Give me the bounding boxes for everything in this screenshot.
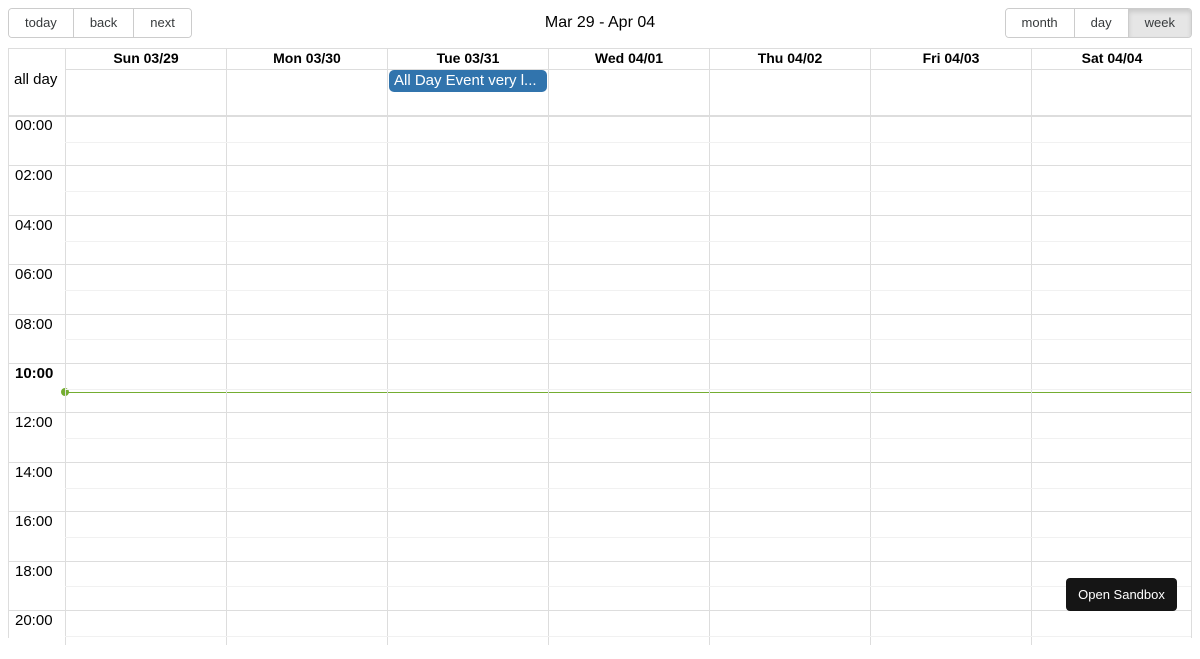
all-day-cell[interactable]: [548, 69, 709, 115]
day-column[interactable]: [548, 117, 709, 645]
time-slot-row: 00:00: [9, 116, 1191, 165]
day-header[interactable]: Sat 04/04: [1031, 49, 1192, 69]
time-label: 18:00: [15, 562, 53, 580]
day-column[interactable]: [226, 117, 387, 645]
day-header[interactable]: Fri 04/03: [870, 49, 1031, 69]
view-button-group: month day week: [1004, 8, 1192, 38]
half-slot-line: [65, 339, 1191, 341]
day-column[interactable]: [65, 117, 226, 645]
time-label: 04:00: [15, 216, 53, 234]
time-slot-row: 08:00: [9, 313, 1191, 363]
time-grid: 00:00 02:00 04:00 06:00 08:00 10:00 12:00 14:00…: [9, 115, 1191, 645]
day-view-button[interactable]: day: [1074, 9, 1129, 37]
date-range-title: Mar 29 - Apr 04: [544, 14, 656, 31]
time-label: 06:00: [15, 266, 53, 284]
half-slot-line: [65, 141, 1191, 143]
week-view-button[interactable]: week: [1128, 9, 1191, 37]
current-time-indicator: [65, 392, 1191, 393]
time-label: 20:00: [15, 612, 53, 629]
all-day-cell[interactable]: [709, 69, 870, 115]
day-header[interactable]: Mon 03/30: [226, 49, 387, 69]
half-slot-line: [65, 388, 1191, 390]
day-header[interactable]: Thu 04/02: [709, 49, 870, 69]
time-label: 16:00: [15, 513, 53, 531]
half-slot-line: [65, 487, 1191, 489]
week-grid: all day Sun 03/29 Mon 03/30 Tue 03/31 Wed 0…: [8, 48, 1192, 645]
time-slot-row: 14:00: [9, 461, 1191, 511]
day-header[interactable]: Sun 03/29: [65, 49, 226, 69]
half-slot-line: [65, 536, 1191, 538]
day-header[interactable]: Tue 03/31: [387, 49, 548, 69]
half-slot-line: [65, 635, 1191, 637]
next-button[interactable]: next: [134, 9, 191, 37]
time-slot-row: 18:00: [9, 560, 1191, 610]
day-header[interactable]: Wed 04/01: [548, 49, 709, 69]
all-day-cell[interactable]: [870, 69, 1031, 115]
time-label: 14:00: [15, 463, 53, 481]
half-slot-line: [65, 289, 1191, 291]
time-label: 08:00: [15, 315, 53, 333]
all-day-label: all day: [14, 71, 58, 88]
time-label: 12:00: [15, 414, 53, 432]
all-day-cell[interactable]: [226, 69, 387, 115]
month-view-button[interactable]: month: [1005, 9, 1075, 37]
half-slot-line: [65, 240, 1191, 242]
all-day-cell[interactable]: [65, 69, 226, 115]
all-day-cell[interactable]: [387, 69, 548, 115]
day-column[interactable]: [387, 117, 548, 645]
nav-button-group: today back next: [8, 8, 192, 38]
time-slot-row: 20:00: [9, 610, 1191, 659]
time-label: 10:00: [15, 365, 54, 382]
back-button[interactable]: back: [73, 9, 135, 37]
today-button[interactable]: today: [9, 9, 74, 37]
all-day-cell[interactable]: [1031, 69, 1192, 115]
time-slot-row: 04:00: [9, 214, 1191, 264]
time-label: 00:00: [15, 117, 53, 134]
time-slot-row: 10:00: [9, 363, 1191, 412]
time-label: 02:00: [15, 167, 53, 185]
half-slot-line: [65, 191, 1191, 193]
time-slot-row: 02:00: [9, 165, 1191, 214]
open-sandbox-button[interactable]: Open Sandbox: [1066, 578, 1177, 611]
half-slot-line: [65, 586, 1191, 588]
all-day-event[interactable]: All Day Event very l...: [389, 70, 547, 92]
half-slot-line: [65, 438, 1191, 440]
time-slot-row: 06:00: [9, 264, 1191, 313]
time-slot-row: 16:00: [9, 511, 1191, 560]
day-column[interactable]: [870, 117, 1031, 645]
time-slot-row: 12:00: [9, 412, 1191, 461]
day-column[interactable]: [709, 117, 870, 645]
day-column[interactable]: [1031, 117, 1192, 645]
